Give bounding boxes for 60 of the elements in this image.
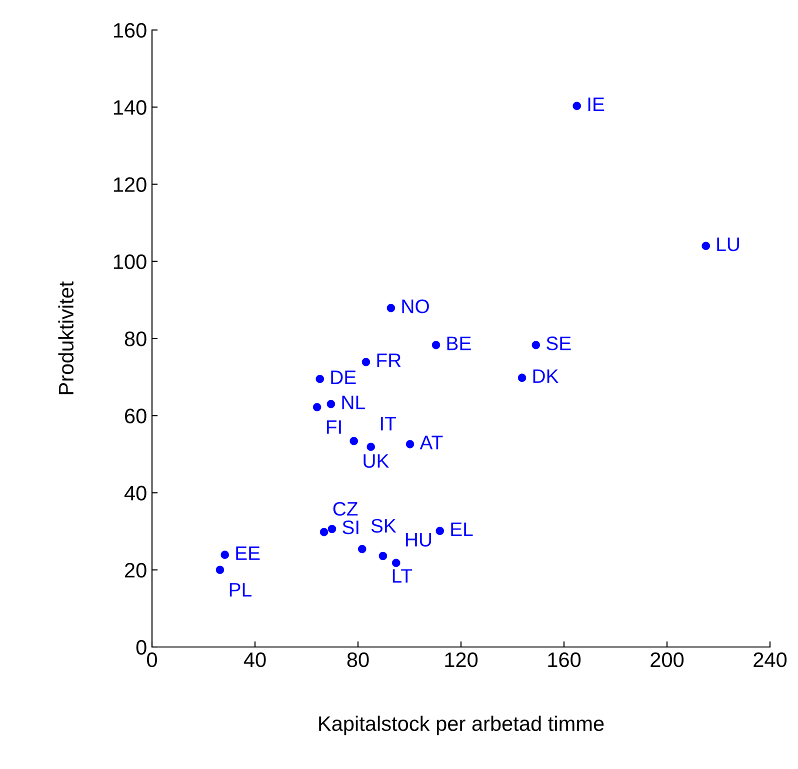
point [436, 526, 444, 536]
point [702, 242, 710, 250]
point [312, 402, 322, 412]
point [432, 340, 440, 350]
data-label: EE [236, 546, 260, 560]
y-tick-label: 100 [114, 254, 146, 270]
point [216, 566, 224, 574]
x-tick-label: 240 [754, 652, 787, 668]
data-label: IE [588, 98, 604, 111]
x-tick-label: 160 [548, 652, 581, 668]
point [316, 374, 324, 384]
point [320, 528, 328, 536]
data-label: EL [451, 522, 473, 536]
data-label: HU [406, 533, 432, 547]
point [328, 524, 336, 534]
y-tick-label: 80 [124, 332, 146, 346]
data-label: IT [381, 416, 396, 430]
data-label: FI [326, 420, 341, 434]
data-label: DE [331, 370, 356, 384]
point [392, 558, 400, 568]
y-tick-label: 40 [124, 486, 146, 501]
point [366, 442, 376, 452]
data-label: LT [392, 569, 412, 583]
data-label: NL [342, 396, 365, 410]
data-label: SI [342, 520, 358, 534]
point [358, 544, 366, 554]
x-tick-label: 120 [445, 652, 478, 668]
data-label: DK [533, 369, 559, 383]
x-tick-label: 80 [347, 652, 369, 668]
data-label: LU [717, 238, 739, 252]
point [572, 102, 582, 110]
point [220, 550, 230, 560]
x-tick-label: 0 [147, 652, 157, 668]
data-label: SE [546, 336, 571, 350]
point [350, 436, 358, 446]
y-tick-label: 60 [125, 408, 146, 424]
point [326, 400, 336, 408]
point [518, 374, 526, 382]
point [386, 304, 396, 312]
x-tick-label: 40 [244, 652, 266, 668]
y-tick-label: 0 [136, 640, 146, 655]
y-tick-label: 140 [114, 100, 146, 115]
data-label: BE [447, 336, 471, 350]
data-label: SK [371, 518, 396, 533]
point [378, 552, 388, 560]
y-tick-label: 160 [114, 23, 146, 38]
data-label: AT [420, 436, 443, 450]
data-label: UK [364, 454, 390, 468]
point [362, 358, 370, 366]
point [406, 440, 414, 448]
x-tick-label: 200 [650, 652, 684, 668]
data-label: FR [377, 354, 401, 368]
point [532, 340, 540, 350]
x-axis-title: Kapitalstock per arbetad timme [319, 716, 604, 736]
y-tick-label: 120 [114, 177, 146, 192]
data-label: PL [230, 583, 252, 596]
data-label: CZ [333, 502, 358, 516]
y-axis-title: Produktivitet [58, 281, 74, 394]
y-tick-label: 20 [125, 562, 146, 578]
data-label: NO [402, 299, 429, 314]
